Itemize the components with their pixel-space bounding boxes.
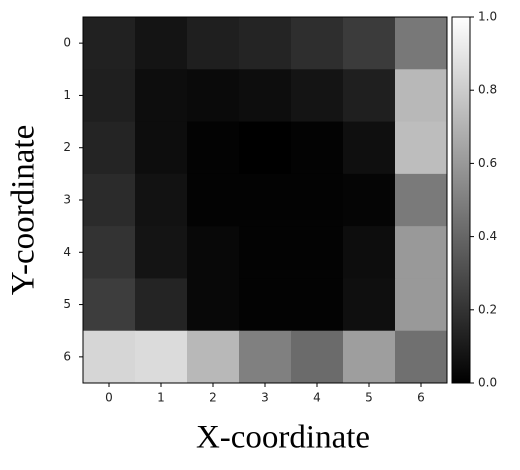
y-tick-label: 6 [63, 349, 71, 363]
heatmap-cell [135, 330, 188, 384]
heatmap-cell [343, 173, 396, 227]
heatmap-cell [187, 69, 240, 123]
y-tick-label: 5 [63, 297, 71, 311]
heatmap-cell [83, 226, 136, 279]
x-tick-label: 1 [157, 391, 165, 405]
heatmap-cell [135, 69, 188, 123]
y-tick-label: 1 [63, 88, 71, 102]
heatmap-cell [135, 17, 188, 70]
x-tick-label: 0 [105, 391, 113, 405]
y-tick-label: 3 [63, 193, 71, 207]
heatmap-cell [395, 278, 448, 332]
y-axis-label: Y-coordinate [6, 125, 42, 295]
heatmap-cell [135, 226, 188, 279]
heatmap-cell [239, 226, 292, 279]
x-tick-label: 2 [209, 391, 217, 405]
heatmap-cell [395, 121, 448, 175]
heatmap-cell [395, 17, 448, 70]
heatmap-cell [239, 17, 292, 70]
heatmap-cell [239, 330, 292, 384]
colorbar-tick-label: 0.2 [478, 302, 497, 316]
heatmap-cell [83, 69, 136, 123]
colorbar-tick-label: 1.0 [478, 10, 497, 24]
heatmap-cell [291, 173, 344, 227]
heatmap-cell [291, 330, 344, 384]
heatmap-cell [239, 173, 292, 227]
colorbar-tick-label: 0.8 [478, 83, 497, 97]
heatmap-cell [343, 226, 396, 279]
heatmap-cell [395, 69, 448, 123]
heatmap-cell [187, 226, 240, 279]
colorbar-tick-label: 0.6 [478, 156, 497, 170]
x-tick-label: 5 [365, 391, 373, 405]
heatmap-cell [83, 17, 136, 70]
heatmap-cell [83, 121, 136, 175]
heatmap-cell [239, 69, 292, 123]
heatmap-cell [83, 278, 136, 332]
heatmap-cell [187, 330, 240, 384]
colorbar [451, 16, 471, 384]
heatmap-cell [343, 17, 396, 70]
heatmap-cell [343, 69, 396, 123]
heatmap-cell [187, 278, 240, 332]
x-tick-label: 3 [261, 391, 269, 405]
heatmap-cell [187, 17, 240, 70]
heatmap-cell [83, 173, 136, 227]
heatmap-cell [187, 173, 240, 227]
heatmap-cell [395, 226, 448, 279]
heatmap-cell [291, 226, 344, 279]
heatmap-cell [343, 330, 396, 384]
heatmap-cell [239, 121, 292, 175]
heatmap-cell [291, 17, 344, 70]
x-tick-label: 4 [313, 391, 321, 405]
heatmap-cell [135, 121, 188, 175]
heatmap-cell [135, 278, 188, 332]
y-tick-label: 2 [63, 140, 71, 154]
colorbar-tick-label: 0.4 [478, 229, 497, 243]
y-tick-label: 4 [63, 245, 71, 259]
heatmap-cell [187, 121, 240, 175]
heatmap-cell [291, 69, 344, 123]
heatmap-cell [135, 173, 188, 227]
heatmap-cell [291, 278, 344, 332]
heatmap-cell [395, 173, 448, 227]
heatmap-cell [83, 330, 136, 384]
colorbar-tick-label: 0.0 [478, 376, 497, 390]
y-tick-label: 0 [63, 36, 71, 50]
heatmap-cell [343, 278, 396, 332]
x-tick-label: 6 [417, 391, 425, 405]
heatmap-cell [343, 121, 396, 175]
heatmap-cell [291, 121, 344, 175]
heatmap-cell [395, 330, 448, 384]
x-axis-label: X-coordinate [196, 420, 370, 456]
heatmap-cell [239, 278, 292, 332]
